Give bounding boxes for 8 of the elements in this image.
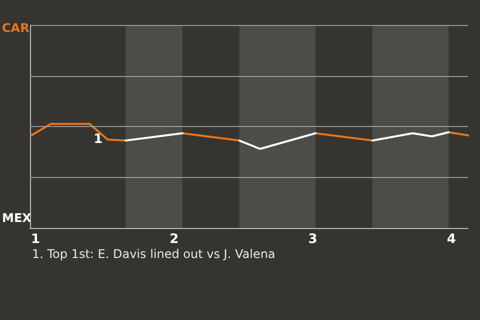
text: CAR xyxy=(2,21,30,35)
x-tick-label: 2 xyxy=(170,232,179,247)
x-tick-label: 1 xyxy=(31,232,40,247)
x-tick-label: 4 xyxy=(446,232,456,247)
x-tick-label: 3 xyxy=(308,232,318,247)
annotation: 1 xyxy=(94,132,103,148)
annotation: MEX xyxy=(2,211,32,225)
text: 1. Top 1st: E. Davis lined out vs J. Valena xyxy=(32,247,276,261)
